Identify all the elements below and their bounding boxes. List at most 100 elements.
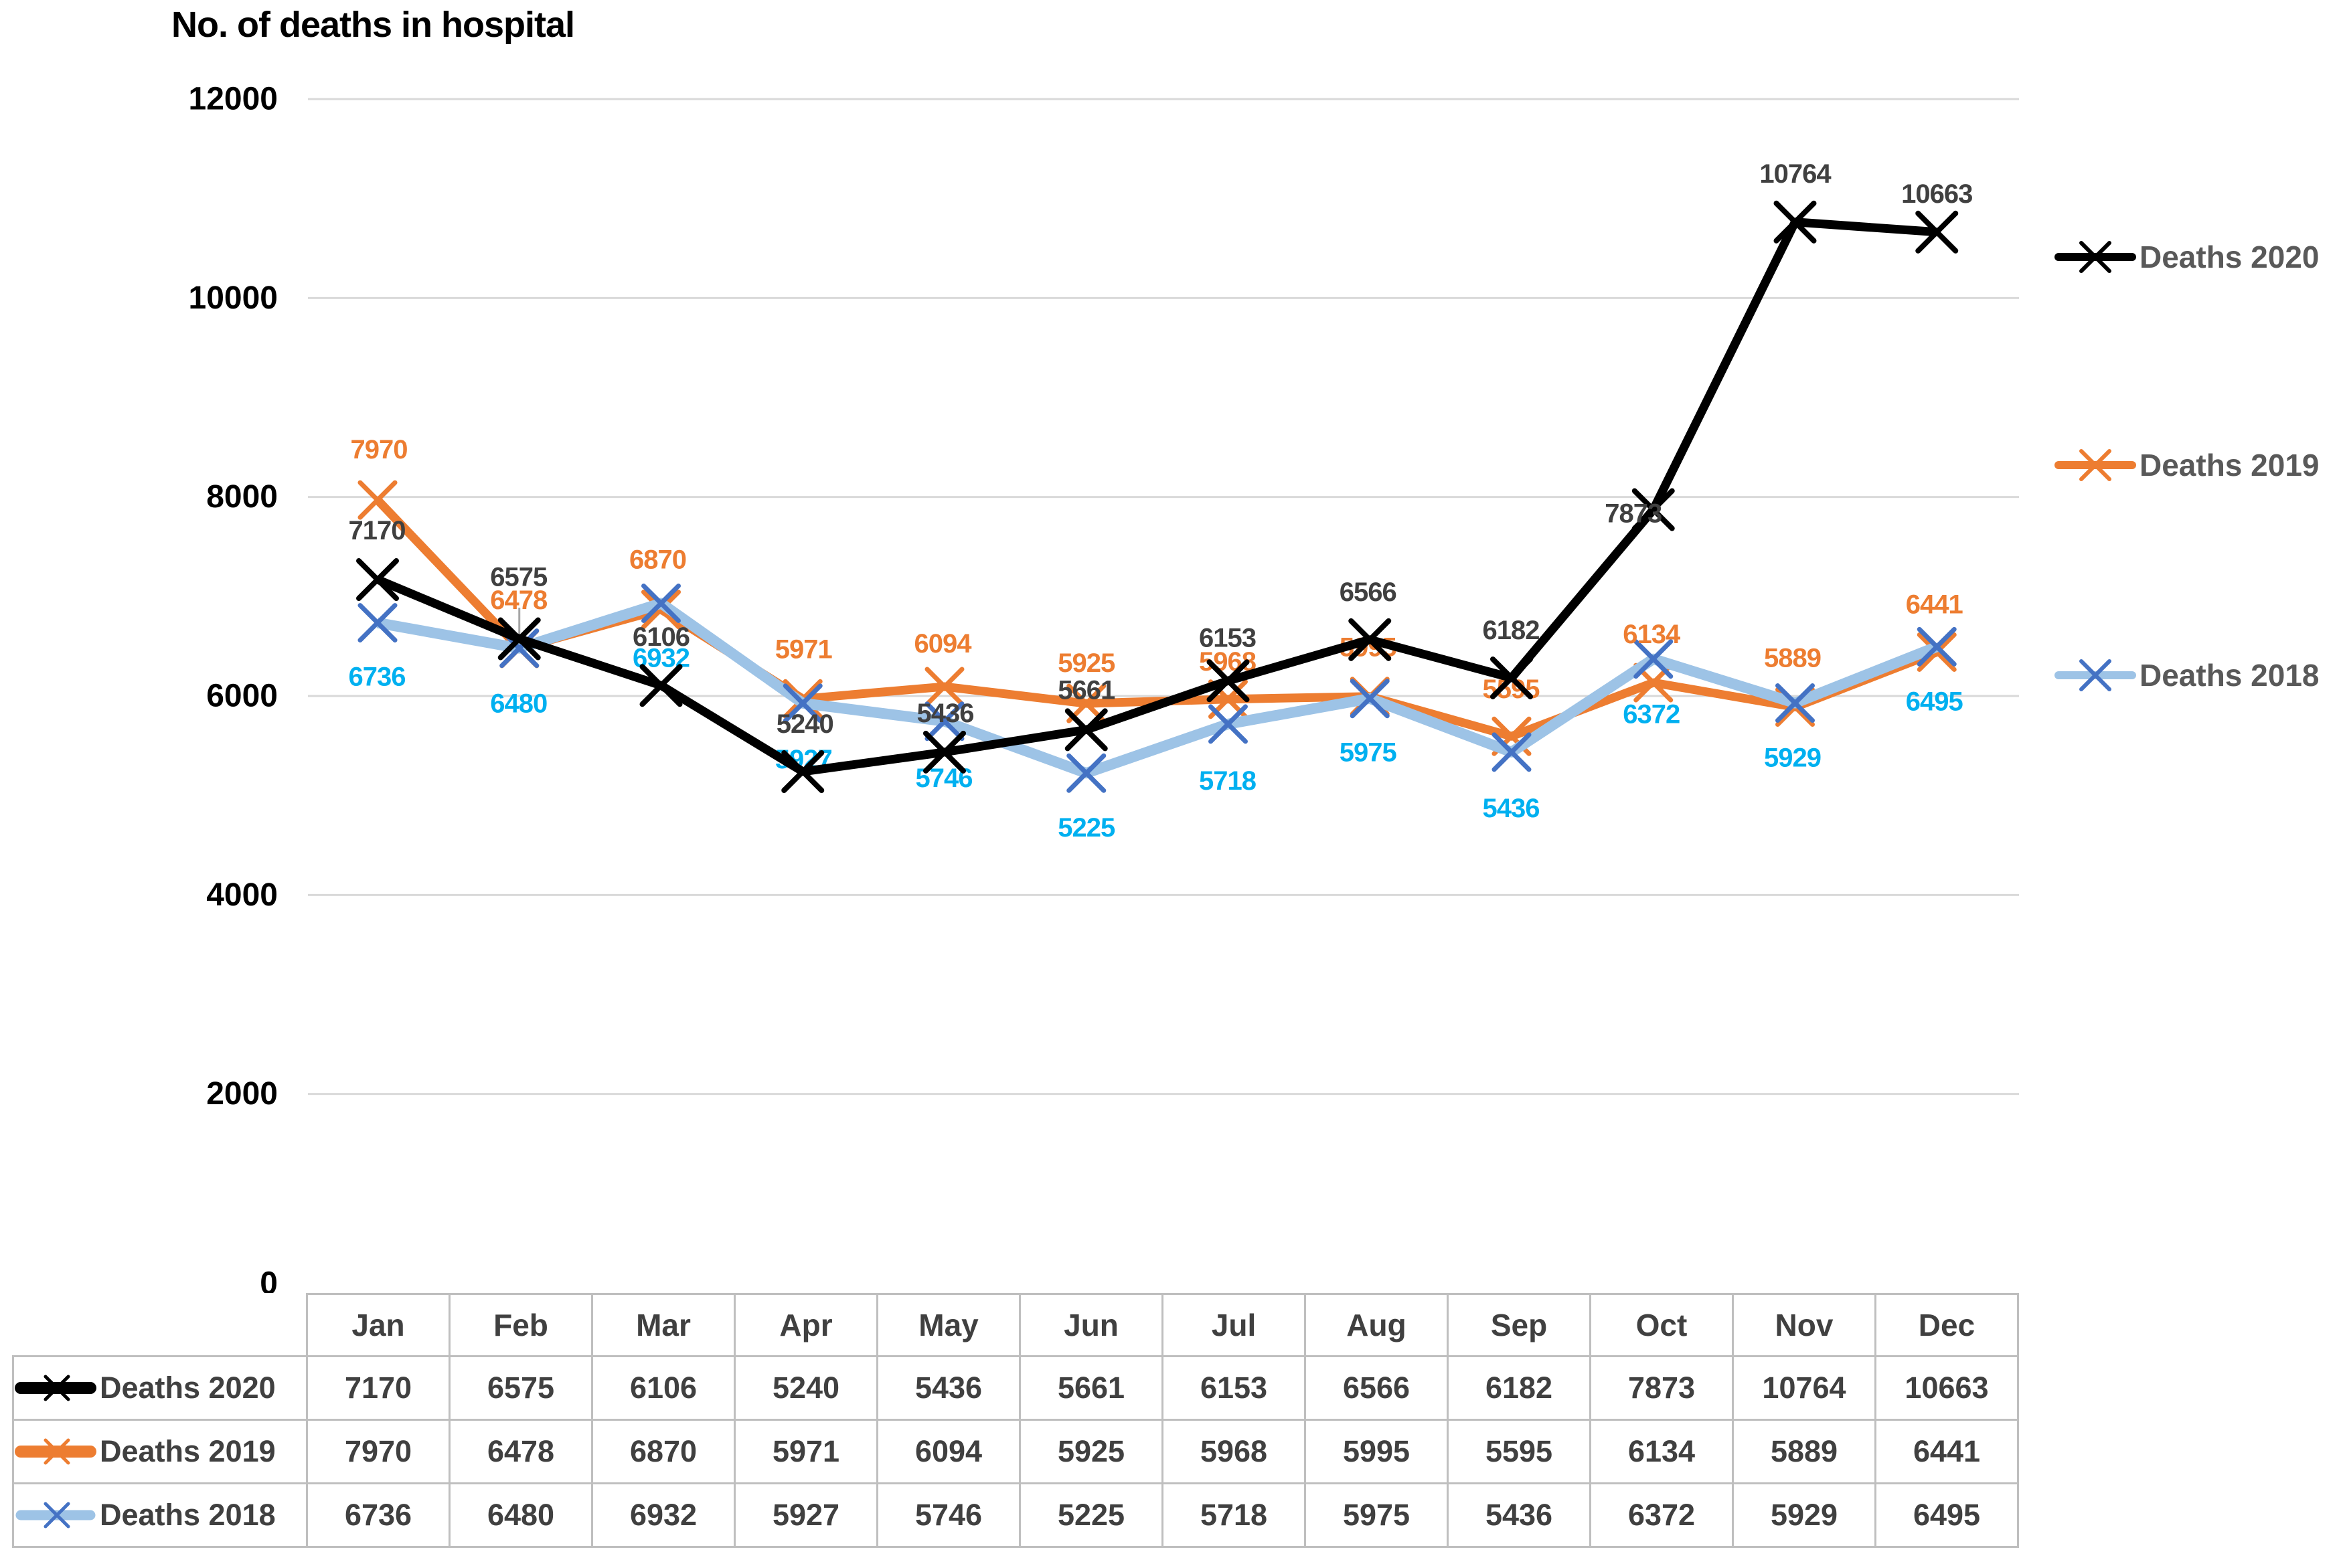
y-tick-label-4000: 4000 <box>206 877 278 913</box>
table-key-x-icon <box>44 1502 70 1529</box>
table-cell-deaths-2020-may: 5436 <box>876 1355 1021 1421</box>
legend-marker-x-icon <box>2079 449 2111 481</box>
table-cell-deaths-2019-aug: 5995 <box>1304 1419 1449 1484</box>
marker-deaths-2020-sep <box>1490 656 1533 699</box>
table-cell-deaths-2019-jan: 7970 <box>306 1419 451 1484</box>
table-cell-deaths-2018-nov: 5929 <box>1732 1482 1876 1548</box>
table-cell-deaths-2018-mar: 6932 <box>591 1482 736 1548</box>
table-cell-deaths-2019-dec: 6441 <box>1874 1419 2019 1484</box>
marker-deaths-2020-dec <box>1915 210 1959 254</box>
table-col-header-feb: Feb <box>449 1293 593 1357</box>
table-cell-deaths-2019-oct: 6134 <box>1589 1419 1734 1484</box>
table-row-deaths-2019: Deaths 2019 7970 6478 6870 5971 6094 5925 5968 5… <box>12 1419 2019 1484</box>
data-label-deaths-2019-apr: 5971 <box>775 634 833 664</box>
table-cell-deaths-2019-jun: 5925 <box>1019 1419 1163 1484</box>
table-cell-deaths-2020-mar: 6106 <box>591 1355 736 1421</box>
table-cell-deaths-2020-dec: 10663 <box>1874 1355 2019 1421</box>
marker-deaths-2020-jan <box>356 558 399 602</box>
table-row-label-text: Deaths 2020 <box>100 1371 276 1405</box>
table-key-x-icon <box>44 1438 70 1465</box>
marker-deaths-2018-nov <box>1775 683 1815 723</box>
marker-deaths-2020-mar <box>639 664 683 707</box>
table-row-label-text: Deaths 2018 <box>100 1498 276 1532</box>
data-label-deaths-2020-mar: 6106 <box>633 622 690 652</box>
table-cell-deaths-2019-apr: 5971 <box>734 1419 878 1484</box>
data-label-deaths-2018-jan: 6736 <box>349 663 406 692</box>
table-cell-deaths-2020-nov: 10764 <box>1732 1355 1876 1421</box>
data-label-deaths-2020-jul: 6153 <box>1199 623 1256 652</box>
line-chart: 0 2000 4000 6000 8000 10000 12000 7970 6478 6870 5… <box>189 82 2320 1294</box>
data-label-deaths-2019-may: 6094 <box>914 629 973 659</box>
table-cell-deaths-2018-apr: 5927 <box>734 1482 878 1548</box>
table-cell-deaths-2019-feb: 6478 <box>449 1419 593 1484</box>
marker-deaths-2018-jul <box>1208 704 1248 744</box>
table-cell-deaths-2019-may: 6094 <box>876 1419 1021 1484</box>
data-table-container: Jan Feb Mar Apr May Jun Jul Aug Sep Oct Nov Dec Dea… <box>12 1293 2019 1548</box>
table-header: Jan Feb Mar Apr May Jun Jul Aug Sep Oct Nov Dec <box>13 1293 2019 1357</box>
table-row-key-deaths-2018 <box>15 1502 96 1529</box>
table-col-header-may: May <box>876 1293 1021 1357</box>
data-label-deaths-2019-dec: 6441 <box>1906 590 1963 619</box>
table-row-key-deaths-2020 <box>15 1375 96 1401</box>
y-tick-label-12000: 12000 <box>189 82 278 117</box>
data-label-deaths-2018-jul: 5718 <box>1199 766 1257 796</box>
table-cell-deaths-2020-feb: 6575 <box>449 1355 593 1421</box>
marker-deaths-2020-jun <box>1064 708 1108 752</box>
marker-deaths-2019-may <box>924 667 965 707</box>
table-cell-deaths-2020-jan: 7170 <box>306 1355 451 1421</box>
legend: Deaths 2020 Deaths 2019 Deaths 2018 <box>2054 240 2320 693</box>
legend-item-deaths-2019: Deaths 2019 <box>2054 448 2320 483</box>
table-cell-deaths-2018-may: 5746 <box>876 1482 1021 1548</box>
series-line-deaths-2020 <box>356 200 1959 793</box>
marker-deaths-2018-apr <box>783 683 823 723</box>
table-row-label-text: Deaths 2019 <box>100 1434 276 1468</box>
table-row-deaths-2018: Deaths 2018 6736 6480 6932 5927 5746 5225 5718 5… <box>12 1482 2019 1548</box>
legend-item-deaths-2018: Deaths 2018 <box>2054 658 2320 693</box>
table-row-label-deaths-2019: Deaths 2019 <box>12 1419 308 1484</box>
table-col-header-nov: Nov <box>1732 1293 1876 1357</box>
data-label-deaths-2020-sep: 6182 <box>1483 616 1540 645</box>
legend-label: Deaths 2020 <box>2140 240 2320 274</box>
table-key-x-icon <box>44 1375 70 1401</box>
y-tick-label-8000: 8000 <box>206 479 278 515</box>
data-label-deaths-2019-jan: 7970 <box>351 435 408 464</box>
table-cell-deaths-2018-jun: 5225 <box>1019 1482 1163 1548</box>
data-label-deaths-2018-feb: 6480 <box>490 689 547 719</box>
series-line-deaths-2018 <box>357 583 1957 793</box>
table-col-header-jan: Jan <box>306 1293 451 1357</box>
table-row-deaths-2020: Deaths 2020 7170 6575 6106 5240 5436 5661 6153 6… <box>12 1355 2019 1421</box>
table-cell-deaths-2018-jan: 6736 <box>306 1482 451 1548</box>
legend-label: Deaths 2019 <box>2140 448 2320 483</box>
table-col-header-jul: Jul <box>1161 1293 1306 1357</box>
table-cell-deaths-2020-aug: 6566 <box>1304 1355 1449 1421</box>
marker-deaths-2020-apr <box>781 750 825 793</box>
marker-deaths-2020-aug <box>1348 618 1392 661</box>
data-label-deaths-2020-dec: 10663 <box>1901 179 1972 209</box>
data-label-deaths-2018-aug: 5975 <box>1340 738 1397 768</box>
table-cell-deaths-2019-jul: 5968 <box>1161 1419 1306 1484</box>
table-col-header-dec: Dec <box>1874 1293 2019 1357</box>
y-tick-label-2000: 2000 <box>206 1076 278 1112</box>
marker-deaths-2019-jan <box>357 480 398 520</box>
table-body: Deaths 2020 7170 6575 6106 5240 5436 5661 6153 6… <box>12 1355 2019 1548</box>
table-cell-deaths-2018-sep: 5436 <box>1447 1482 1591 1548</box>
table-col-header-jun: Jun <box>1019 1293 1163 1357</box>
y-tick-label-0: 0 <box>260 1266 278 1294</box>
legend-marker-x-icon <box>2079 241 2111 273</box>
data-label-deaths-2020-feb: 6575 <box>490 563 548 592</box>
legend-marker-x-icon <box>2079 659 2111 691</box>
data-label-deaths-2020-jan: 7170 <box>349 516 406 545</box>
table-row-label-deaths-2018: Deaths 2018 <box>12 1482 308 1548</box>
chart-title: No. of deaths in hospital <box>171 5 575 45</box>
marker-deaths-2020-feb <box>497 617 541 661</box>
table-cell-deaths-2019-mar: 6870 <box>591 1419 736 1484</box>
marker-deaths-2018-sep <box>1491 732 1532 772</box>
marker-deaths-2018-jan <box>357 603 398 643</box>
legend-item-deaths-2020: Deaths 2020 <box>2054 240 2320 274</box>
marker-deaths-2020-jul <box>1206 659 1250 703</box>
table-cell-deaths-2020-apr: 5240 <box>734 1355 878 1421</box>
marker-deaths-2020-oct <box>1631 488 1675 531</box>
table-cell-deaths-2020-oct: 7873 <box>1589 1355 1734 1421</box>
data-label-deaths-2018-dec: 6495 <box>1906 687 1963 716</box>
data-label-deaths-2019-oct: 6134 <box>1623 620 1681 649</box>
